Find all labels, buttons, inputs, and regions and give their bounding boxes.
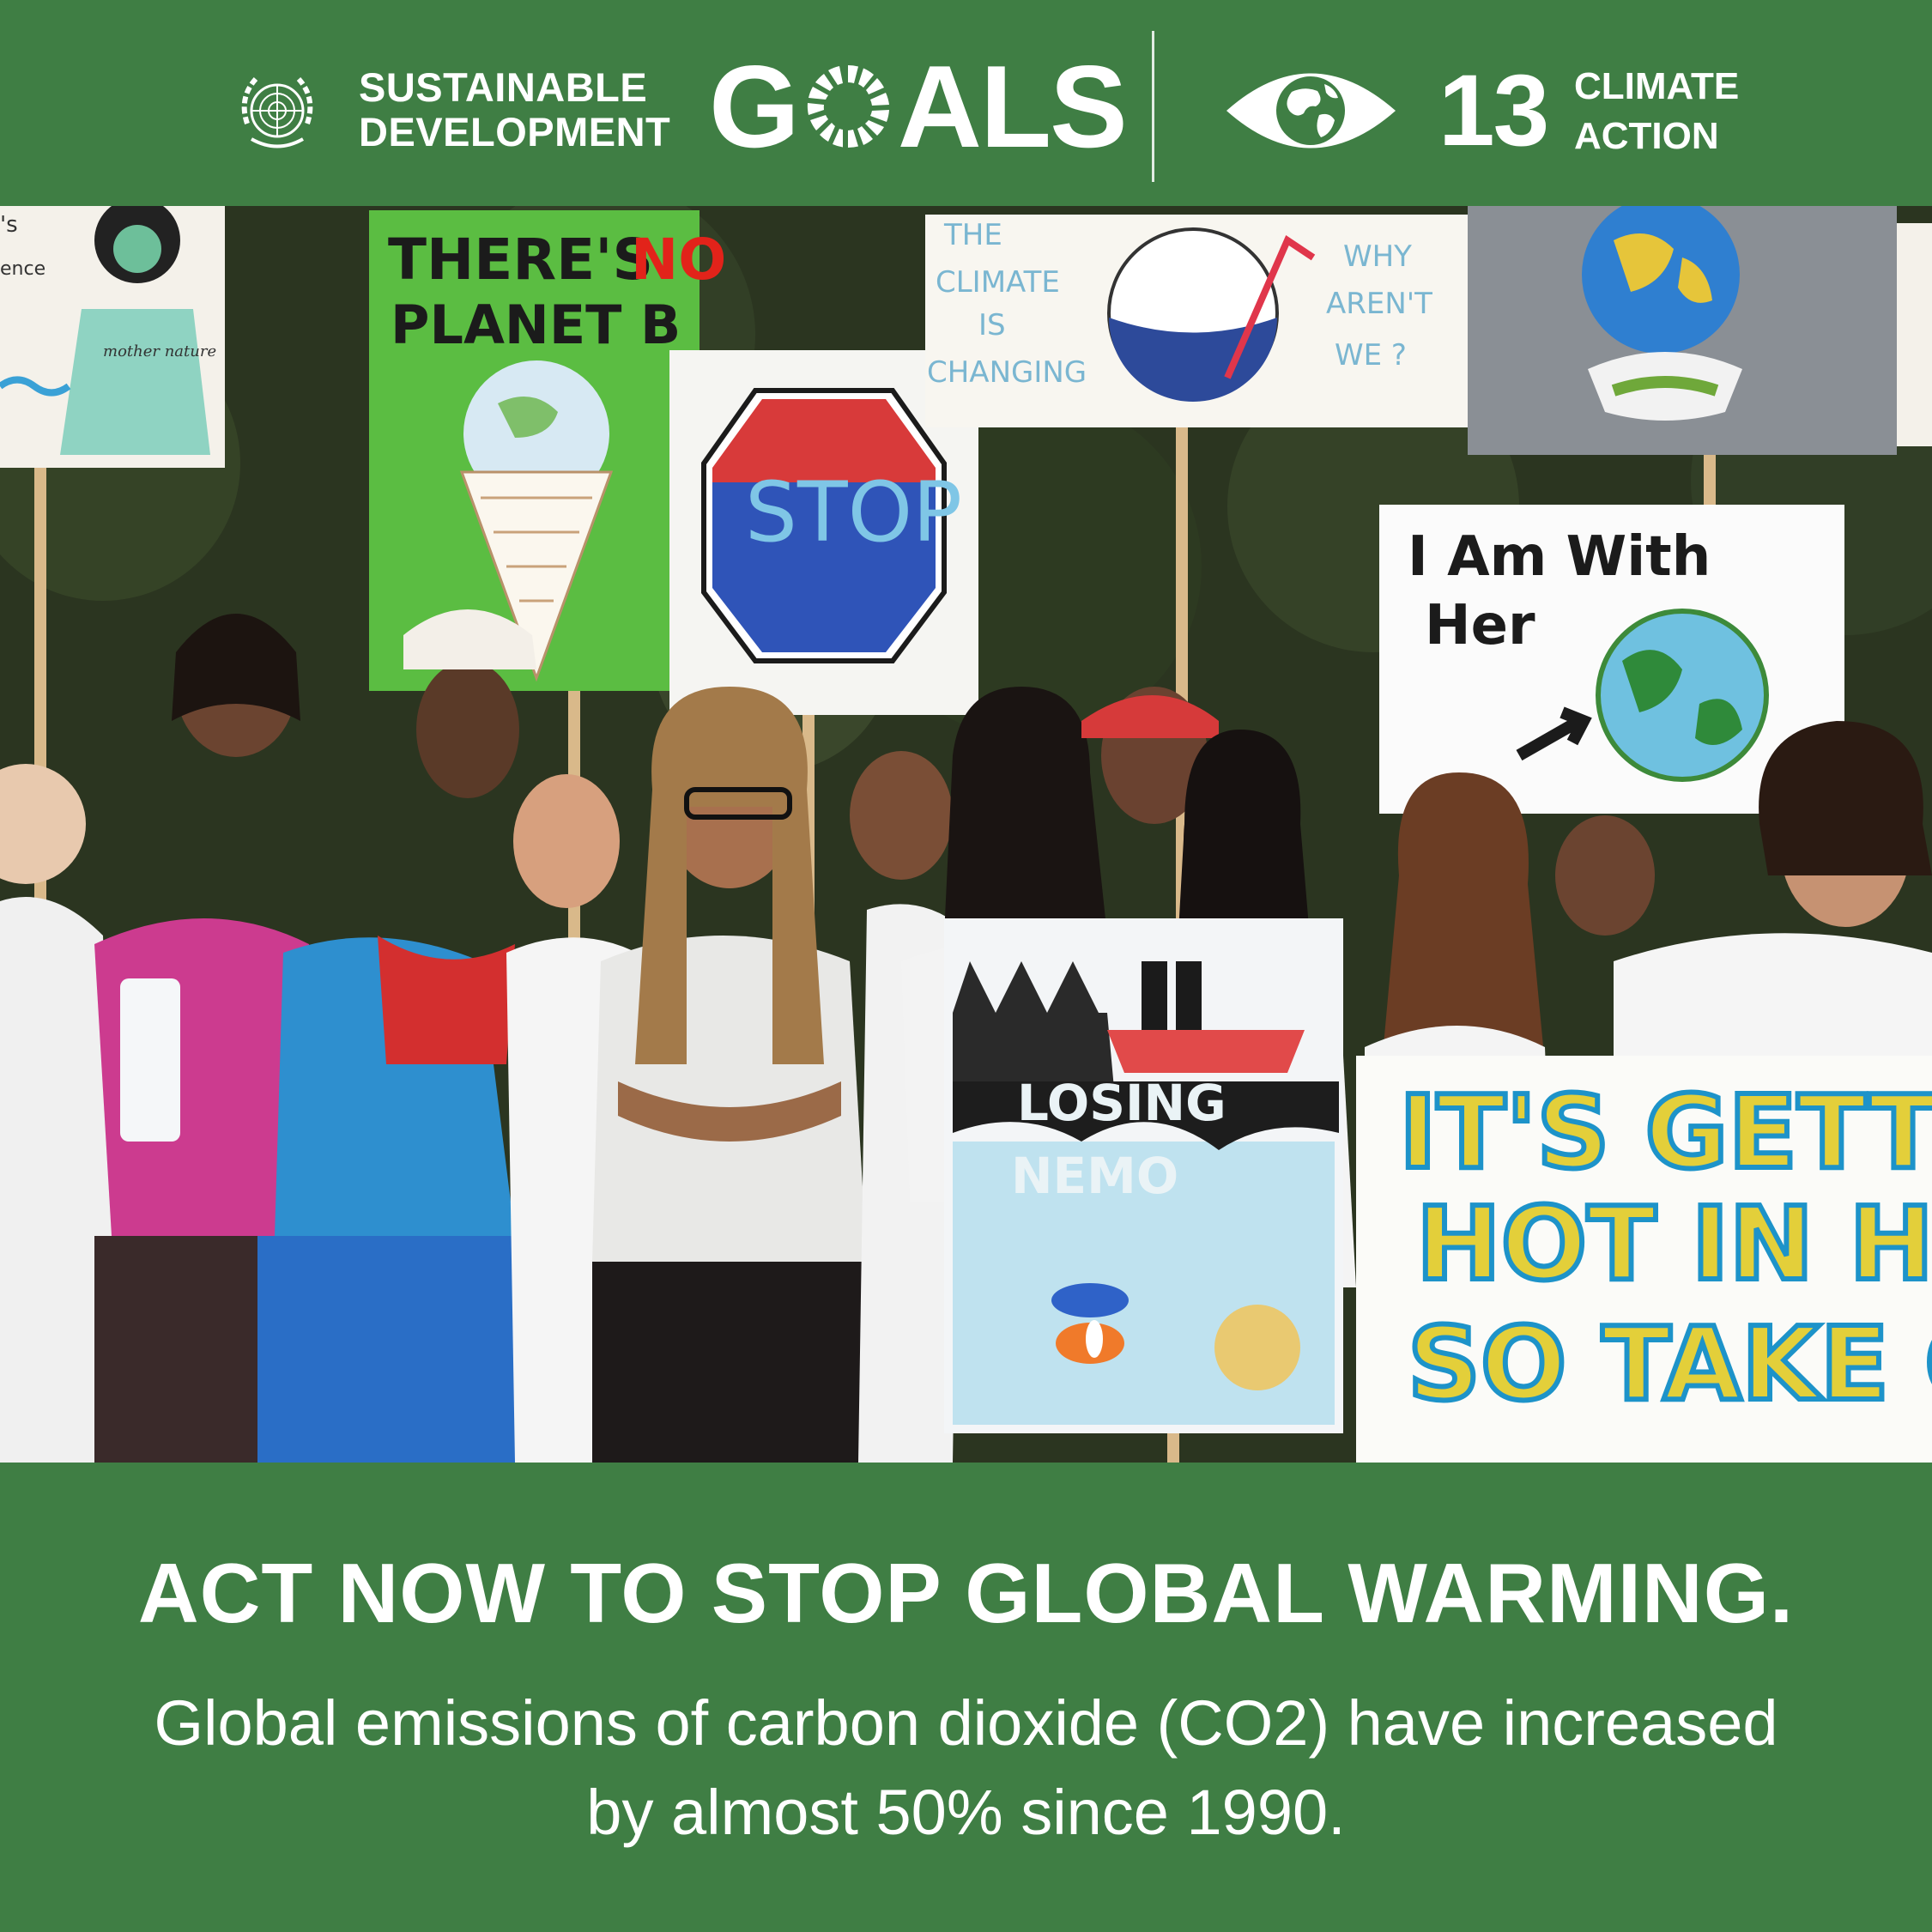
sign-with-her-line2: Her bbox=[1425, 594, 1535, 657]
body-text: Global emissions of carbon dioxide (CO2)… bbox=[86, 1679, 1846, 1857]
goals-letter-g: G bbox=[709, 41, 800, 172]
sign-planet-b-no: NO bbox=[631, 227, 726, 293]
headline: ACT NOW TO STOP GLOBAL WARMING. bbox=[137, 1546, 1795, 1640]
goal-name-line-2: ACTION bbox=[1574, 115, 1719, 157]
sign-nemo-line1: LOSING bbox=[1017, 1074, 1226, 1132]
sign-with-her-line1: I Am With bbox=[1408, 525, 1711, 589]
sign-with-her: I Am With Her bbox=[1379, 505, 1844, 814]
sign-climate-text-2: CLIMATE bbox=[936, 265, 1060, 300]
goal-name-line-1: CLIMATE bbox=[1574, 65, 1740, 107]
goals-wordmark: G ALS bbox=[709, 41, 1128, 172]
sdg-line-2: DEVELOPMENT bbox=[359, 109, 671, 154]
body-line-1: Global emissions of carbon dioxide (CO2)… bbox=[154, 1687, 1778, 1759]
sign-planet-b-line2: PLANET B bbox=[391, 294, 681, 356]
sign-climate-text-5: WHY bbox=[1343, 239, 1412, 274]
header-divider bbox=[1152, 31, 1154, 182]
goal-number: 13 bbox=[1438, 54, 1549, 167]
sign-no-planet-b: THERE'S NO PLANET B bbox=[369, 210, 726, 691]
protest-illustration: 's ence mother nature THERE'S NO PLANET … bbox=[0, 206, 1932, 1463]
footer-panel: ACT NOW TO STOP GLOBAL WARMING. Global e… bbox=[0, 1463, 1932, 1932]
sdg-line-1: SUSTAINABLE bbox=[359, 64, 648, 110]
protest-photo: 's ence mother nature THERE'S NO PLANET … bbox=[0, 206, 1932, 1463]
sign-hot-line2: HOT IN HER bbox=[1416, 1184, 1932, 1303]
sign-losing-nemo: LOSING NEMO bbox=[944, 918, 1343, 1433]
sign-climate-text-4: CHANGING bbox=[927, 355, 1087, 390]
sign-climate-text-7: WE ? bbox=[1335, 338, 1407, 372]
goal-name: CLIMATE ACTION bbox=[1574, 62, 1746, 161]
sign-planet-b-line1: THERE'S bbox=[388, 227, 653, 293]
sign-hot-line1: IT'S GETTIN bbox=[1399, 1073, 1932, 1191]
sign-climate-text-1: THE bbox=[943, 218, 1002, 252]
sign-hot-line3: SO TAKE OF bbox=[1408, 1305, 1932, 1423]
un-emblem-icon bbox=[241, 76, 313, 148]
body-line-2: by almost 50% since 1990. bbox=[586, 1777, 1346, 1848]
sign-getting-hot: IT'S GETTIN HOT IN HER SO TAKE OF bbox=[1356, 1056, 1932, 1463]
sign-earth-ice-cream bbox=[1468, 206, 1897, 455]
sign-climate-text-3: IS bbox=[978, 308, 1006, 342]
goals-letters-als: ALS bbox=[897, 41, 1128, 172]
sdg-wordmark: SUSTAINABLE DEVELOPMENT bbox=[359, 65, 702, 154]
sign-left-text-1: 's bbox=[0, 212, 18, 238]
sign-left-shirt-text: mother nature bbox=[103, 342, 216, 360]
header-bar: SUSTAINABLE DEVELOPMENT G bbox=[0, 0, 1932, 206]
sign-left-partial: 's ence mother nature bbox=[0, 206, 225, 468]
sdg-wheel-icon bbox=[807, 64, 889, 148]
sign-nemo-line2: NEMO bbox=[1011, 1147, 1178, 1205]
eye-globe-icon bbox=[1226, 73, 1396, 148]
sign-stop-text: STOP bbox=[745, 464, 962, 560]
sign-climate-changing: THE CLIMATE IS CHANGING WHY AREN'T WE ? bbox=[925, 215, 1480, 427]
sign-climate-text-6: AREN'T bbox=[1326, 287, 1432, 321]
sign-left-text-2: ence bbox=[0, 258, 45, 280]
